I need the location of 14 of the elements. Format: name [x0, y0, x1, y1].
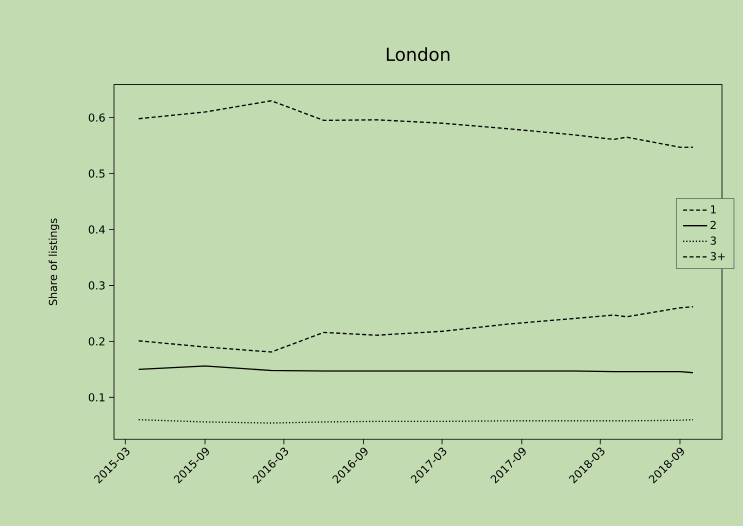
line-series: [138, 306, 694, 353]
y-tick-label: 0.4: [88, 225, 105, 234]
y-tick-label: 0.6: [88, 113, 105, 122]
y-axis-title: Share of listings: [48, 218, 60, 306]
y-tick-label: 0.5: [88, 169, 105, 178]
y-tick-label: 0.1: [88, 393, 104, 402]
legend-label: 3: [710, 236, 716, 245]
line-series: [138, 100, 694, 148]
legend-label: 1: [711, 205, 716, 214]
legend-label: 3+: [710, 252, 725, 260]
y-tick-label: 0.3: [88, 281, 105, 290]
chart-title: London: [386, 47, 450, 62]
y-tick-label: 0.2: [88, 337, 104, 346]
legend-label: 2: [710, 220, 716, 229]
